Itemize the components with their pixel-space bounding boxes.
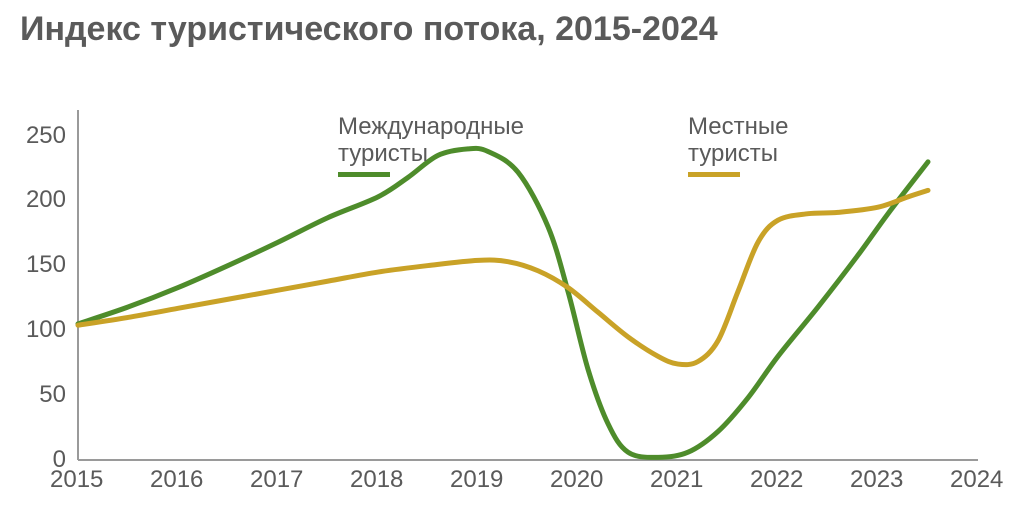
legend-swatch (688, 172, 740, 177)
x-tick-label: 2015 (50, 466, 103, 494)
legend-label: Международные туристы (338, 113, 524, 168)
x-tick-label: 2016 (150, 466, 203, 494)
legend-label: Местные туристы (688, 113, 788, 168)
y-tick-label: 150 (26, 251, 66, 279)
x-tick-label: 2018 (350, 466, 403, 494)
series-svg (78, 110, 978, 460)
y-tick-label: 200 (26, 186, 66, 214)
y-tick-label: 250 (26, 122, 66, 150)
chart-title: Индекс туристического потока, 2015-2024 (20, 10, 718, 49)
x-tick-label: 2023 (850, 466, 903, 494)
x-tick-label: 2021 (650, 466, 703, 494)
legend-item-local: Местные туристы (688, 113, 788, 177)
legend-swatch (338, 172, 390, 177)
y-tick-label: 100 (26, 316, 66, 344)
x-tick-label: 2019 (450, 466, 503, 494)
x-tick-label: 2020 (550, 466, 603, 494)
x-tick-label: 2024 (950, 466, 1003, 494)
tourism-index-chart: Индекс туристического потока, 2015-2024 … (0, 0, 1024, 518)
plot-area (78, 110, 978, 460)
y-tick-label: 50 (39, 381, 66, 409)
x-tick-label: 2017 (250, 466, 303, 494)
legend-item-international: Международные туристы (338, 113, 524, 177)
x-tick-label: 2022 (750, 466, 803, 494)
